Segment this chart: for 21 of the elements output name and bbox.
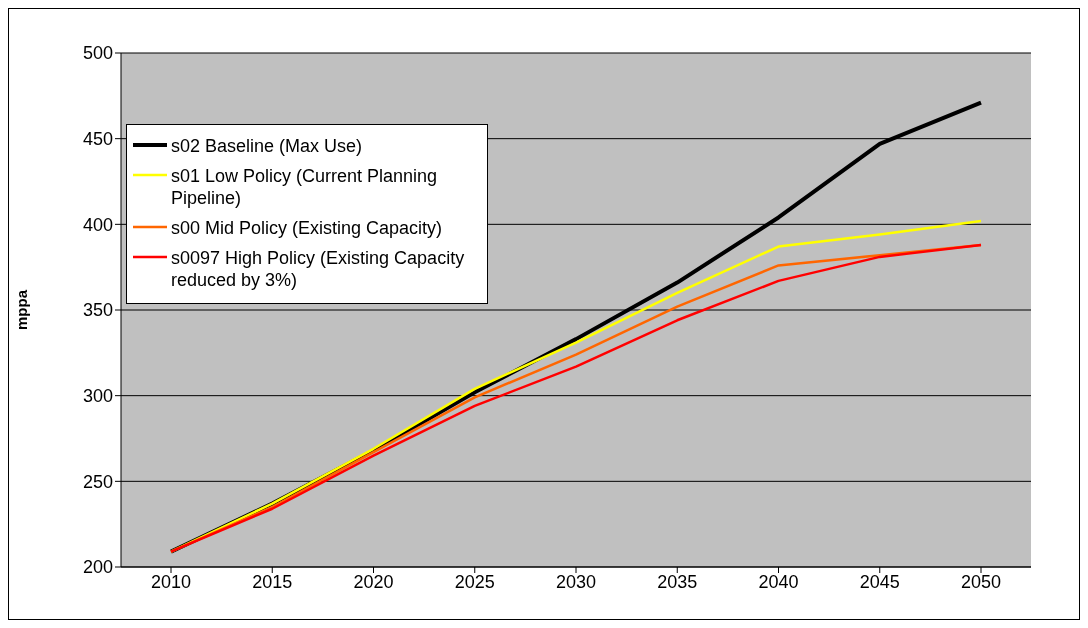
y-tick-label: 200 (82, 557, 113, 578)
x-tick-label: 2050 (960, 571, 1002, 592)
x-tick-label: 2015 (252, 571, 293, 592)
legend-label: s01 Low Policy (Current Planning Pipeline) (171, 165, 439, 209)
x-tick-label: 2045 (859, 571, 900, 592)
y-tick-label: 300 (82, 386, 113, 407)
x-tick-label: 2020 (353, 571, 394, 592)
legend-label: s00 Mid Policy (Existing Capacity) (171, 217, 443, 239)
y-tick-label: 450 (82, 129, 113, 150)
y-tick-label: 400 (82, 214, 113, 235)
legend-label: s0097 High Policy (Existing Capacity reduced by 3%) (171, 247, 466, 291)
x-tick-label: 2025 (454, 571, 495, 592)
y-tick-label: 250 (82, 471, 113, 492)
x-tick-label: 2010 (150, 571, 192, 592)
x-tick-label: 2035 (657, 571, 698, 592)
legend-label: s02 Baseline (Max Use) (171, 135, 363, 157)
y-axis-title: mppa (13, 289, 31, 331)
x-tick-label: 2040 (758, 571, 799, 592)
y-tick-label: 350 (82, 300, 113, 321)
x-tick-label: 2030 (555, 571, 597, 592)
y-tick-label: 500 (82, 43, 113, 64)
